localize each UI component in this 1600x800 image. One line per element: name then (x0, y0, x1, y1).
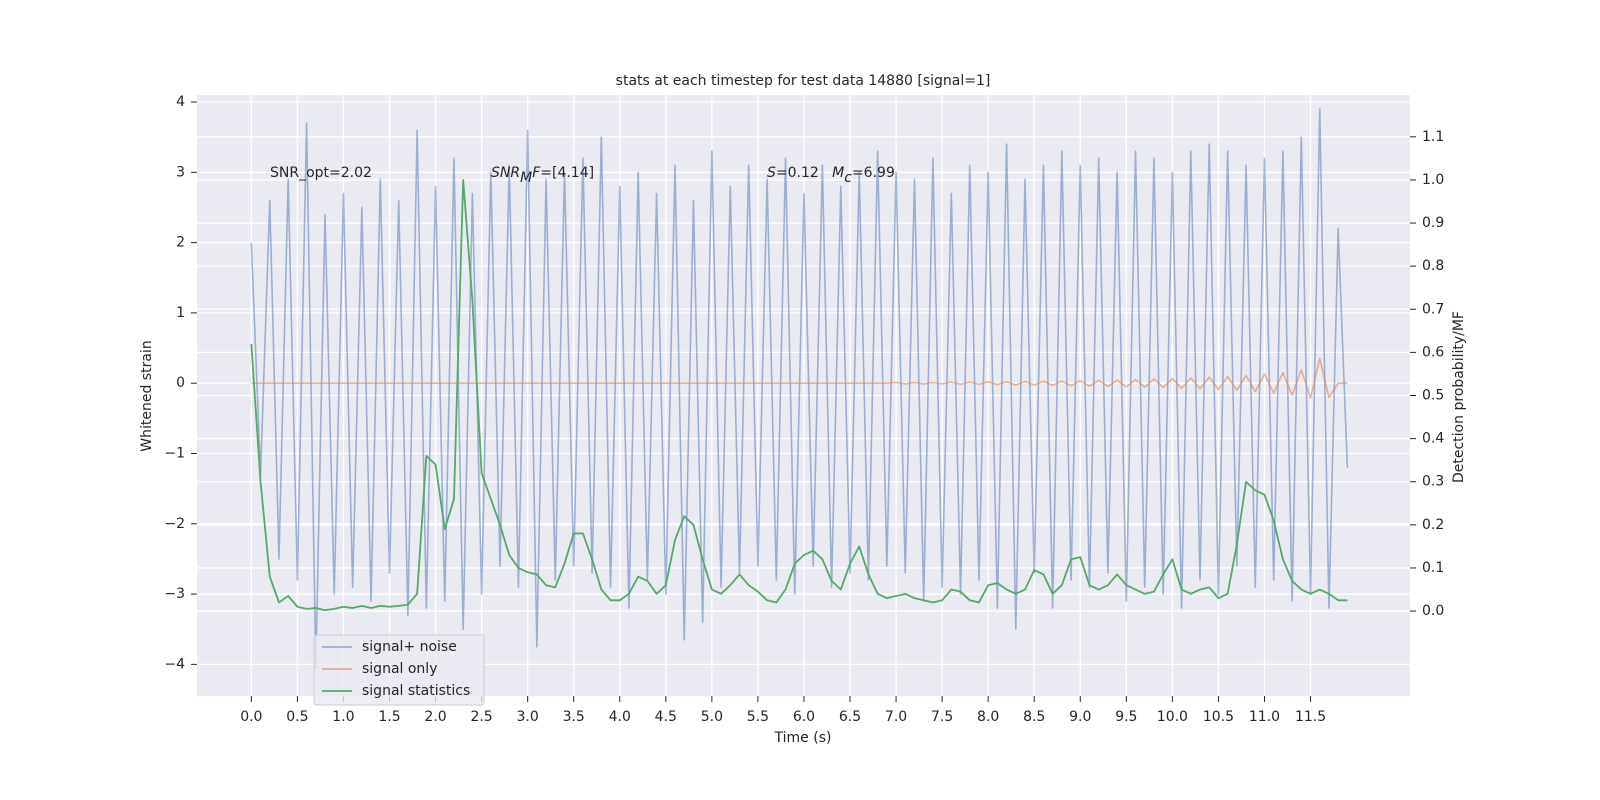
legend-label: signal only (362, 661, 437, 677)
annotation-part: SNR (491, 165, 520, 181)
y2-tick-label: 0.6 (1422, 344, 1444, 360)
x-tick-label: 2.0 (424, 709, 446, 725)
y2-tick-label: 0.5 (1422, 388, 1444, 404)
x-tick-label: 4.0 (609, 709, 631, 725)
y2-tick-label: 0.0 (1422, 603, 1444, 619)
annotation-part: S (767, 165, 776, 181)
y-tick-label: 3 (176, 164, 185, 180)
x-tick-label: 0.0 (240, 709, 262, 725)
x-tick-label: 3.5 (563, 709, 585, 725)
y2-tick-label: 0.1 (1422, 560, 1444, 576)
marks (250, 108, 1349, 669)
y2-tick-label: 0.8 (1422, 258, 1444, 274)
y2-axis-label: Detection probability/MF (1451, 311, 1467, 483)
x-tick-label: 9.5 (1115, 709, 1137, 725)
annotation: SNR_opt=2.02 (270, 165, 372, 181)
annotation-part: =[4.14] (540, 165, 594, 181)
x-tick-label: 3.0 (517, 709, 539, 725)
y2-tick-label: 1.1 (1422, 129, 1444, 145)
annotation-part: SNR_opt=2.02 (270, 165, 372, 181)
x-tick-label: 5.5 (747, 709, 769, 725)
y2-tick-label: 0.4 (1422, 431, 1444, 447)
series-line (250, 108, 1349, 669)
x-tick-label: 1.5 (378, 709, 400, 725)
annotation-part: M (520, 170, 532, 186)
annotation: SNRMF=[4.14] (491, 165, 594, 186)
y-tick-label: 0 (176, 375, 185, 391)
legend-label: signal+ noise (362, 639, 457, 655)
x-tick-label: 7.5 (931, 709, 953, 725)
y-tick-label: −2 (164, 516, 185, 532)
chart-title: stats at each timestep for test data 148… (616, 73, 991, 89)
x-tick-label: 0.5 (286, 709, 308, 725)
x-tick-label: 9.0 (1069, 709, 1091, 725)
legend-box (313, 634, 485, 706)
y-axis-label: Whitened strain (139, 340, 155, 451)
x-tick-label: 10.0 (1157, 709, 1188, 725)
y2-tick-label: 1.0 (1422, 172, 1444, 188)
series-line (251, 357, 1348, 399)
y2-tick-label: 0.2 (1422, 517, 1444, 533)
y-tick-label: −4 (164, 656, 185, 672)
y2-tick-label: 0.3 (1422, 474, 1444, 490)
y-tick-label: −3 (164, 586, 185, 602)
legend-label: signal statistics (362, 683, 470, 699)
x-tick-label: 6.5 (839, 709, 861, 725)
y-tick-label: −1 (164, 445, 185, 461)
y-tick-label: 4 (176, 94, 185, 110)
annotation-part: =6.99 (852, 165, 895, 181)
x-tick-label: 6.0 (793, 709, 815, 725)
x-tick-label: 1.0 (332, 709, 354, 725)
x-tick-label: 8.5 (1023, 709, 1045, 725)
x-tick-label: 2.5 (470, 709, 492, 725)
annotation-part: c (844, 170, 852, 186)
series-line (250, 179, 1348, 612)
annotation-part: M (832, 165, 844, 181)
x-tick-label: 10.5 (1203, 709, 1234, 725)
annotation-part: =0.12 (776, 165, 832, 181)
x-axis-label: Time (s) (774, 730, 832, 746)
x-tick-label: 8.0 (977, 709, 999, 725)
annotation: S=0.12 Mc=6.99 (767, 165, 895, 186)
y-tick-label: 1 (176, 305, 185, 321)
y2-tick-label: 0.7 (1422, 301, 1444, 317)
x-tick-label: 11.5 (1295, 709, 1326, 725)
y2-tick-label: 0.9 (1422, 215, 1444, 231)
x-tick-label: 7.0 (885, 709, 907, 725)
annotation-part: F (532, 165, 541, 181)
y-tick-label: 2 (176, 235, 185, 251)
x-tick-label: 5.0 (701, 709, 723, 725)
x-tick-label: 11.0 (1249, 709, 1280, 725)
x-tick-label: 4.5 (655, 709, 677, 725)
